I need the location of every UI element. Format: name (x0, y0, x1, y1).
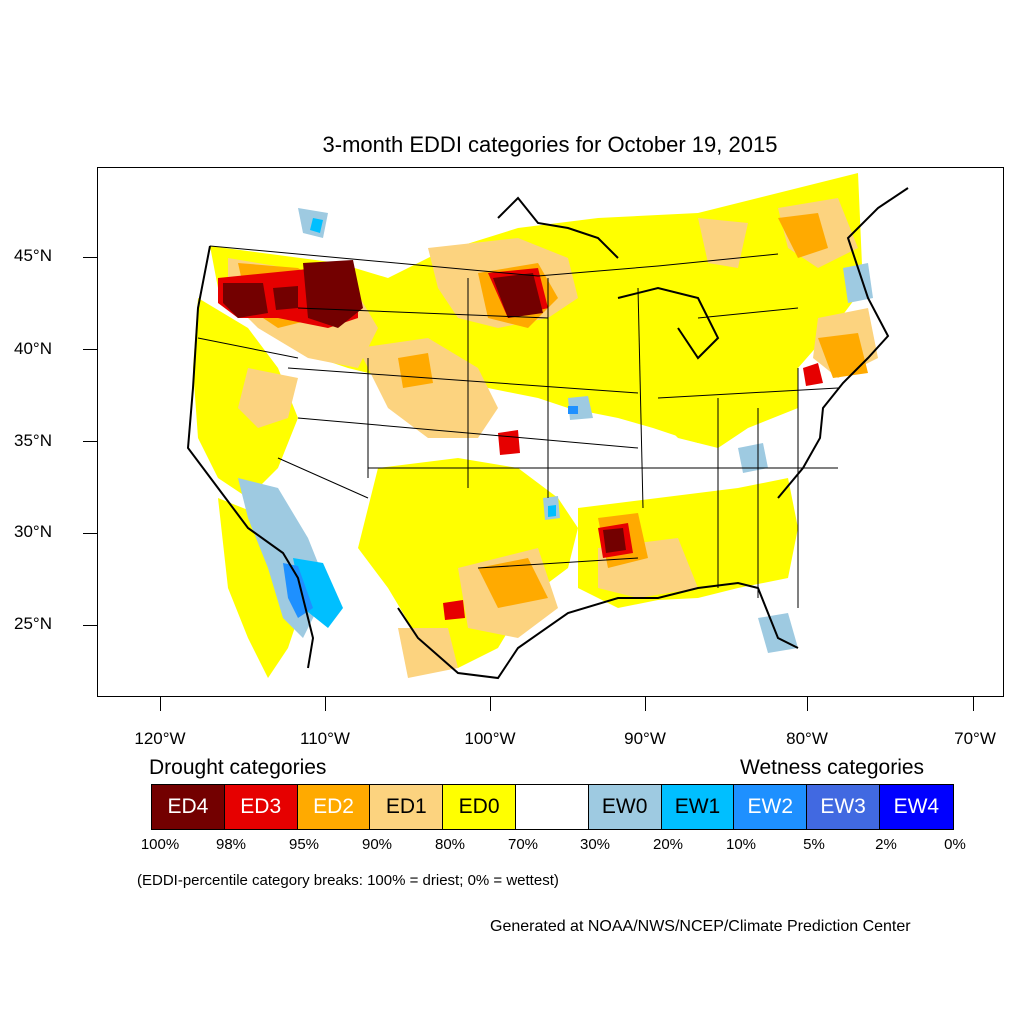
legend-box-ed4: ED4 (152, 785, 225, 829)
break-label: 95% (288, 836, 320, 853)
legend-box-ew0: EW0 (588, 785, 662, 829)
legend-box-ed2: ED2 (297, 785, 371, 829)
break-label: 10% (725, 836, 757, 853)
legend-box-ed0: ED0 (443, 785, 516, 829)
lon-label-110: 110°W (300, 729, 350, 748)
lat-tick-30 (83, 533, 97, 534)
lat-label-45: 45°N (14, 246, 52, 265)
lat-label-25: 25°N (14, 614, 52, 633)
lat-tick-40 (83, 349, 97, 350)
wetness-heading: Wetness categories (740, 756, 925, 779)
lat-label-30: 30°N (14, 522, 52, 541)
legend-box-ed1: ED1 (370, 785, 444, 829)
break-label: 80% (434, 836, 466, 853)
break-label: 100% (140, 836, 180, 853)
lon-label-90: 90°W (624, 729, 666, 748)
break-label: 30% (579, 836, 611, 853)
lon-tick-70 (973, 697, 974, 711)
ew1-regions (293, 218, 556, 628)
credit-text: Generated at NOAA/NWS/NCEP/Climate Predi… (490, 918, 911, 935)
break-label: 5% (803, 836, 825, 853)
legend-box-ed3: ED3 (224, 785, 298, 829)
legend-box-ew4: EW4 (879, 785, 953, 829)
legend-box-ew1: EW1 (661, 785, 735, 829)
lon-label-120: 120°W (134, 729, 186, 748)
map-title: 3-month EDDI categories for October 19, … (322, 132, 778, 157)
break-label: 0% (944, 836, 966, 853)
coastline (186, 187, 909, 680)
boundary-lines (197, 245, 839, 608)
category-note: (EDDI-percentile category breaks: 100% =… (137, 872, 559, 889)
lon-tick-110 (325, 697, 326, 711)
break-label: 98% (215, 836, 247, 853)
lat-label-40: 40°N (14, 339, 52, 358)
legend-box-ew2: EW2 (734, 785, 808, 829)
lat-tick-35 (83, 441, 97, 442)
lon-label-100: 100°W (464, 729, 516, 748)
drought-heading: Drought categories (149, 756, 327, 779)
lon-label-70: 70°W (954, 729, 996, 748)
eddi-map (186, 173, 909, 680)
legend-box-normal (515, 785, 589, 829)
lon-tick-90 (645, 697, 646, 711)
break-label: 70% (507, 836, 539, 853)
lat-tick-45 (83, 257, 97, 258)
legend-box-ew3: EW3 (807, 785, 880, 829)
map-panel (97, 167, 1004, 697)
lon-label-80: 80°W (786, 729, 828, 748)
break-label: 20% (652, 836, 684, 853)
legend-color-bar: ED4 ED3 ED2 ED1 ED0 EW0 EW1 EW2 EW3 EW4 (151, 784, 954, 830)
lon-tick-80 (807, 697, 808, 711)
lat-label-35: 35°N (14, 431, 52, 450)
ed4-regions (223, 260, 626, 553)
lon-tick-120 (160, 697, 161, 711)
lon-tick-100 (490, 697, 491, 711)
break-label: 2% (875, 836, 897, 853)
lat-tick-25 (83, 625, 97, 626)
break-label: 90% (361, 836, 393, 853)
